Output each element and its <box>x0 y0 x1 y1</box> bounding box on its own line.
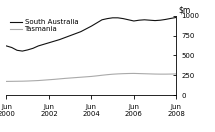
South Australia <box>26 49 29 51</box>
Tasmania <box>106 74 109 76</box>
South Australia <box>42 44 45 45</box>
Tasmania <box>64 78 66 79</box>
South Australia <box>111 17 114 19</box>
South Australia <box>143 19 146 21</box>
South Australia <box>53 40 55 42</box>
Tasmania <box>26 80 29 82</box>
Tasmania <box>32 80 34 82</box>
South Australia <box>127 19 130 21</box>
Tasmania <box>58 78 61 80</box>
Tasmania <box>11 81 13 82</box>
Tasmania <box>69 77 71 79</box>
Tasmania <box>159 73 162 75</box>
South Australia <box>132 20 135 22</box>
South Australia <box>122 18 124 19</box>
South Australia <box>5 45 8 47</box>
Line: South Australia: South Australia <box>6 17 176 51</box>
South Australia <box>58 39 61 40</box>
South Australia <box>159 19 162 21</box>
Tasmania <box>21 80 24 82</box>
South Australia <box>85 28 87 30</box>
Tasmania <box>48 79 50 81</box>
Line: Tasmania: Tasmania <box>6 73 176 81</box>
Tasmania <box>149 73 151 75</box>
South Australia <box>69 35 71 36</box>
South Australia <box>21 50 24 52</box>
Tasmania <box>101 74 103 76</box>
Tasmania <box>37 80 40 81</box>
South Australia <box>64 37 66 38</box>
Tasmania <box>111 73 114 75</box>
Tasmania <box>170 73 172 75</box>
Tasmania <box>154 73 156 75</box>
South Australia <box>154 20 156 21</box>
South Australia <box>149 19 151 21</box>
Tasmania <box>117 73 119 75</box>
South Australia <box>138 19 140 21</box>
Tasmania <box>16 81 18 82</box>
South Australia <box>11 47 13 48</box>
Tasmania <box>42 79 45 81</box>
South Australia <box>32 48 34 49</box>
South Australia <box>101 19 103 21</box>
Tasmania <box>90 76 93 77</box>
South Australia <box>80 31 82 32</box>
Tasmania <box>127 73 130 74</box>
South Australia <box>175 17 178 18</box>
South Australia <box>48 42 50 44</box>
Tasmania <box>95 75 98 77</box>
South Australia <box>16 50 18 51</box>
South Australia <box>106 18 109 19</box>
Tasmania <box>164 73 167 75</box>
South Australia <box>74 33 77 34</box>
South Australia <box>164 19 167 20</box>
Tasmania <box>143 73 146 75</box>
South Australia <box>170 18 172 19</box>
Tasmania <box>5 81 8 82</box>
Tasmania <box>132 73 135 74</box>
Text: $m: $m <box>178 5 190 14</box>
South Australia <box>117 17 119 19</box>
Tasmania <box>80 76 82 78</box>
South Australia <box>95 22 98 24</box>
South Australia <box>90 25 93 27</box>
Tasmania <box>74 77 77 78</box>
Tasmania <box>175 73 178 75</box>
Legend: South Australia, Tasmania: South Australia, Tasmania <box>10 19 78 32</box>
Tasmania <box>138 73 140 74</box>
Tasmania <box>53 79 55 80</box>
South Australia <box>37 45 40 47</box>
Tasmania <box>85 76 87 78</box>
Tasmania <box>122 73 124 74</box>
